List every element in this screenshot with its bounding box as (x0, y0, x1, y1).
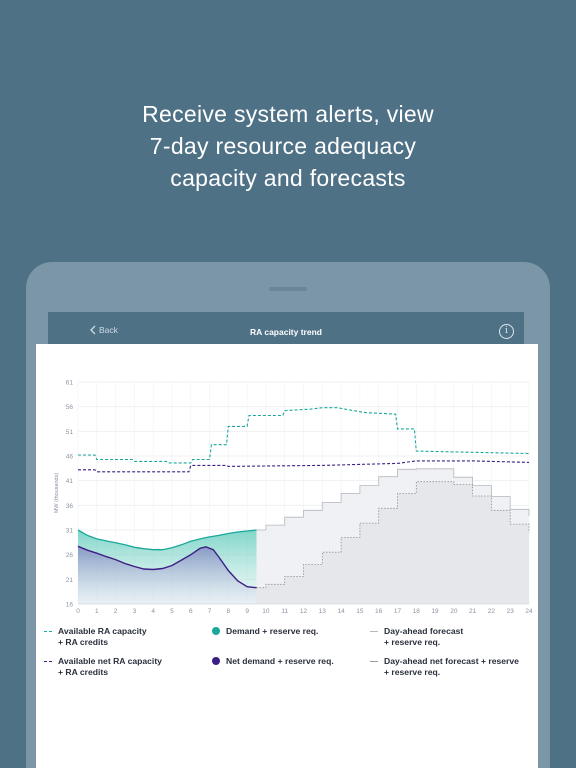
day-ahead-forecast-line (256, 468, 530, 531)
info-icon[interactable]: i (499, 324, 514, 339)
x-tick-label: 15 (356, 608, 364, 615)
info-glyph: i (505, 326, 508, 336)
available-ra-capacity-line (78, 407, 530, 464)
page-title: RA capacity trend (250, 327, 322, 337)
x-tick-label: 4 (151, 608, 155, 615)
headline-line-1: Receive system alerts, view (142, 101, 434, 127)
x-tick-label: 2 (114, 608, 118, 615)
legend-label: Available RA capacity + RA credits (58, 626, 147, 647)
demand-line (77, 529, 257, 551)
x-tick-label: 14 (337, 608, 345, 615)
legend-swatch (212, 627, 220, 635)
y-tick-label: 31 (66, 528, 74, 535)
x-tick-label: 23 (507, 608, 515, 615)
legend-swatch (44, 661, 52, 662)
legend-label: Available net RA capacity + RA credits (58, 656, 162, 677)
y-tick-label: 61 (66, 380, 74, 387)
legend-swatch (212, 657, 220, 665)
x-tick-label: 13 (319, 608, 327, 615)
chart-panel: 16 21 26 31 36 41 46 51 56 61 0 1 2 3 4 5 6 7 8 9 10 11 12 13 14… (36, 344, 538, 768)
x-tick-label: 18 (413, 608, 421, 615)
headline-line-3: capacity and forecasts (170, 165, 406, 191)
tablet-speaker (269, 287, 307, 291)
x-tick-label: 0 (76, 608, 80, 615)
chevron-left-icon (90, 325, 96, 335)
day-ahead-net-forecast-line (256, 481, 530, 589)
x-tick-label: 19 (431, 608, 439, 615)
x-tick-label: 1 (95, 608, 99, 615)
legend-label: Demand + reserve req. (226, 626, 319, 636)
x-tick-label: 5 (170, 608, 174, 615)
legend-label: Net demand + reserve req. (226, 656, 334, 666)
legend-item-net-demand: Net demand + reserve req. (212, 656, 334, 667)
x-tick-label: 21 (469, 608, 477, 615)
x-tick-label: 17 (394, 608, 402, 615)
net-demand-area (78, 546, 257, 604)
back-label: Back (99, 325, 118, 335)
legend-swatch (44, 631, 52, 632)
x-tick-label: 10 (262, 608, 270, 615)
x-tick-label: 3 (133, 608, 137, 615)
y-tick-label: 36 (66, 503, 74, 510)
x-tick-label: 16 (375, 608, 383, 615)
y-tick-label: 41 (66, 478, 74, 485)
x-tick-label: 9 (245, 608, 249, 615)
legend-label: Day-ahead net forecast + reserve + reser… (384, 656, 519, 677)
available-net-ra-capacity-line (78, 460, 530, 473)
x-tick-label: 8 (227, 608, 231, 615)
legend-item-day-ahead-net-forecast: Day-ahead net forecast + reserve + reser… (370, 656, 519, 678)
net-demand-line (77, 545, 257, 589)
y-tick-label: 56 (66, 404, 74, 411)
x-tick-label: 11 (281, 608, 288, 615)
legend-swatch (370, 661, 378, 662)
x-tick-label: 12 (300, 608, 308, 615)
y-tick-label: 46 (66, 454, 74, 461)
x-tick-label: 24 (525, 608, 533, 615)
x-tick-label: 20 (450, 608, 458, 615)
legend-item-demand: Demand + reserve req. (212, 626, 318, 637)
back-button[interactable]: Back (90, 325, 118, 335)
x-tick-label: 7 (208, 608, 212, 615)
net-forecast-area (256, 481, 529, 604)
legend-item-available-net-ra: Available net RA capacity + RA credits (44, 656, 162, 678)
y-tick-label: 26 (66, 552, 74, 559)
x-tick-label: 6 (189, 608, 193, 615)
headline-line-2: 7-day resource adequacy (149, 133, 417, 159)
y-tick-label: 21 (66, 577, 74, 584)
legend-label: Day-ahead forecast + reserve req. (384, 626, 464, 647)
y-tick-label: 51 (66, 429, 74, 436)
legend-item-available-ra: Available RA capacity + RA credits (44, 626, 147, 648)
y-tick-label: 16 (66, 602, 74, 609)
x-tick-label: 22 (488, 608, 496, 615)
y-axis-label: MW (thousands) (54, 473, 60, 514)
legend-swatch (370, 631, 378, 632)
legend-item-day-ahead-forecast: Day-ahead forecast + reserve req. (370, 626, 463, 648)
headline: Receive system alerts, view 7-day resour… (0, 98, 576, 194)
